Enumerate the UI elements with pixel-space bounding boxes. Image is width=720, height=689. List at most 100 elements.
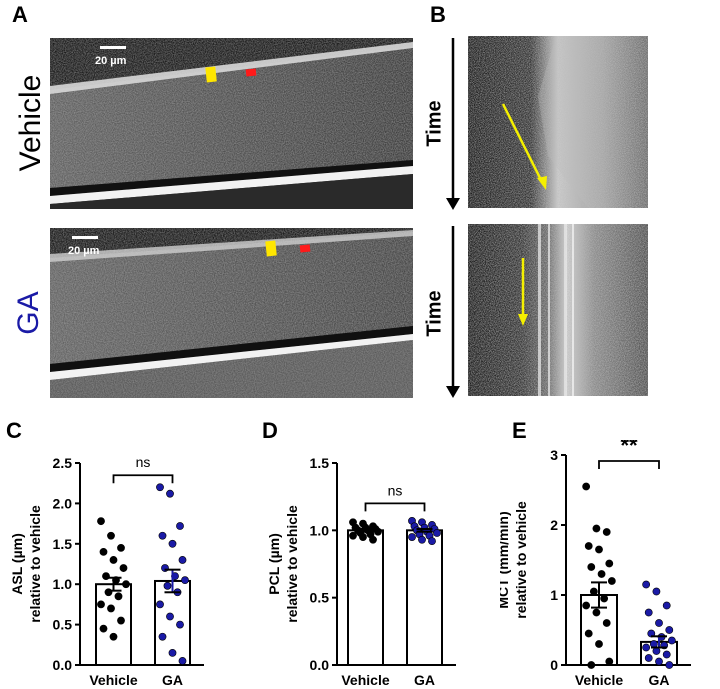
chart-d-y-tick-label: 0.0 bbox=[310, 657, 330, 673]
chart-e-point-ga bbox=[655, 619, 663, 627]
chart-e-y-tick-label: 0 bbox=[550, 657, 558, 673]
chart-c-y-tick-label: 0.0 bbox=[53, 657, 73, 673]
chart-c-y-tick-label: 1.5 bbox=[53, 536, 73, 552]
chart-e-point-vehicle bbox=[589, 587, 598, 596]
chart-c-point-ga bbox=[158, 632, 167, 641]
chart-c-point-vehicle bbox=[99, 547, 108, 556]
chart-d-x-label-ga: GA bbox=[414, 672, 435, 688]
chart-d-ylabel-line2: relative to vehicle bbox=[284, 505, 300, 623]
chart-c-point-vehicle bbox=[119, 564, 128, 572]
chart-c-point-vehicle bbox=[114, 592, 123, 601]
chart-c-point-ga bbox=[178, 556, 187, 564]
chart-e-point-ga bbox=[665, 661, 674, 669]
chart-mct: 0 1 2 3 MCT (mm/min) relative to vehicle Vehic… bbox=[500, 440, 691, 688]
chart-c-point-ga bbox=[166, 489, 174, 498]
chart-c-point-ga bbox=[168, 648, 177, 657]
chart-c-point-ga bbox=[163, 581, 172, 590]
chart-e-point-ga bbox=[642, 580, 651, 589]
chart-d-y-tick-label: 1.5 bbox=[310, 455, 330, 471]
chart-e-x-label-ga: GA bbox=[649, 672, 670, 688]
chart-e-point-vehicle bbox=[584, 542, 593, 550]
chart-c-point-ga bbox=[158, 531, 167, 540]
chart-e-point-ga bbox=[644, 654, 653, 662]
chart-e-y-tick-label: 2 bbox=[550, 517, 558, 533]
chart-c-bar-vehicle bbox=[95, 583, 132, 666]
chart-e-point-vehicle bbox=[602, 619, 611, 627]
chart-c-point-vehicle bbox=[99, 624, 108, 633]
ga-scalebar-label: 20 µm bbox=[68, 245, 100, 257]
chart-c-y-tick-label: 2.0 bbox=[53, 495, 73, 511]
chart-c-point-ga bbox=[178, 657, 187, 665]
time-arrow-head-bottom bbox=[446, 386, 460, 398]
chart-c-point-vehicle bbox=[97, 517, 105, 526]
vehicle-kymograph bbox=[468, 36, 648, 208]
chart-e-ylabel-line1: MCT (mm/min) bbox=[500, 511, 511, 608]
chart-e-point-ga bbox=[667, 636, 676, 645]
chart-c-y-tick-label: 0.5 bbox=[53, 617, 73, 633]
panel-letter-b: B bbox=[430, 2, 446, 27]
chart-d-point-vehicle bbox=[374, 527, 382, 536]
chart-pcl: 0.0 0.5 1.0 1.5 PCL (µm) relative to vehicle V… bbox=[266, 455, 456, 688]
chart-d-significance-bracket bbox=[364, 502, 426, 512]
chart-e-point-vehicle bbox=[582, 482, 591, 491]
time-arrow-head-top bbox=[446, 198, 460, 210]
chart-c-y-tick-label: 1.0 bbox=[53, 576, 73, 592]
chart-c-point-ga bbox=[156, 483, 164, 492]
chart-c-point-vehicle bbox=[97, 600, 105, 609]
chart-e-point-ga bbox=[665, 626, 674, 634]
chart-d-x-label-vehicle: Vehicle bbox=[341, 672, 389, 688]
chart-c-point-ga bbox=[181, 576, 189, 585]
chart-e-point-vehicle bbox=[584, 629, 593, 638]
chart-e-point-vehicle bbox=[592, 524, 601, 533]
chart-e-point-vehicle bbox=[587, 563, 596, 571]
panel-letter-c: C bbox=[6, 418, 22, 443]
chart-e-significance-bracket bbox=[598, 460, 660, 469]
ga-condition-label: GA bbox=[12, 291, 45, 335]
chart-d-y-tick-label: 1.0 bbox=[310, 522, 330, 538]
chart-e-point-vehicle bbox=[582, 601, 591, 610]
chart-e-y-tick-label: 1 bbox=[550, 587, 558, 603]
chart-asl: 0.0 0.5 1.0 1.5 2.0 2.5 ASL (µm) relative to ve… bbox=[9, 454, 204, 688]
chart-e-point-ga bbox=[662, 650, 671, 659]
chart-c-point-vehicle bbox=[107, 531, 115, 540]
chart-c-y-tick-label: 2.5 bbox=[53, 455, 73, 471]
time-arrows bbox=[446, 38, 460, 398]
panel-letter-d: D bbox=[262, 418, 278, 443]
chart-e-point-ga bbox=[644, 608, 653, 617]
chart-d-y-tick-label: 0.5 bbox=[310, 590, 330, 606]
chart-e-point-vehicle bbox=[592, 608, 601, 617]
chart-d-point-ga bbox=[428, 537, 436, 546]
chart-e-point-vehicle bbox=[597, 570, 606, 578]
chart-d-point-vehicle bbox=[349, 531, 357, 540]
vehicle-scalebar-label: 20 µm bbox=[95, 55, 127, 67]
vehicle-micrograph: 20 µm bbox=[50, 38, 413, 209]
chart-c-ylabel-line1: ASL (µm) bbox=[9, 533, 25, 594]
chart-e-significance-label: ** bbox=[620, 440, 638, 458]
chart-c-point-vehicle bbox=[109, 632, 118, 641]
chart-d-point-ga bbox=[433, 529, 441, 537]
chart-d-point-vehicle bbox=[359, 533, 367, 541]
chart-d-significance-label: ns bbox=[388, 482, 403, 498]
chart-c-x-label-vehicle: Vehicle bbox=[89, 672, 137, 688]
chart-d-point-vehicle bbox=[369, 535, 377, 544]
chart-e-y-tick-label: 3 bbox=[550, 447, 558, 463]
panel-letter-a: A bbox=[12, 2, 28, 27]
chart-c-point-ga bbox=[176, 522, 184, 530]
chart-c-ylabel-line2: relative to vehicle bbox=[27, 505, 43, 623]
chart-c-point-vehicle bbox=[109, 556, 118, 564]
chart-c-point-vehicle bbox=[117, 616, 125, 625]
chart-d-bar-vehicle bbox=[347, 529, 384, 667]
chart-e-x-label-vehicle: Vehicle bbox=[575, 672, 623, 688]
vehicle-kymograph-svg bbox=[468, 36, 648, 208]
chart-e-point-vehicle bbox=[595, 545, 603, 554]
vehicle-condition-label: Vehicle bbox=[14, 74, 47, 172]
chart-e-point-ga bbox=[652, 587, 661, 596]
chart-e-point-ga bbox=[655, 657, 663, 666]
chart-e-point-ga bbox=[662, 601, 671, 610]
ga-kymograph-svg bbox=[468, 224, 648, 396]
chart-d-point-ga bbox=[418, 535, 426, 544]
chart-c-x-label-ga: GA bbox=[162, 672, 183, 688]
chart-c-point-ga bbox=[168, 539, 177, 548]
chart-e-point-vehicle bbox=[605, 559, 614, 568]
chart-d-point-ga bbox=[408, 533, 416, 541]
